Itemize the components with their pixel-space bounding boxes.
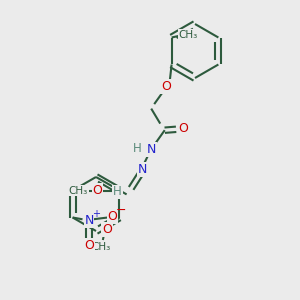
Text: CH₃: CH₃	[92, 242, 111, 253]
Text: N: N	[147, 143, 156, 156]
Text: O: O	[161, 80, 171, 93]
Text: O: O	[84, 238, 94, 252]
Text: O: O	[178, 122, 188, 135]
Text: O: O	[102, 223, 112, 236]
Text: O: O	[108, 210, 118, 224]
Text: N: N	[138, 163, 147, 176]
Text: H: H	[133, 142, 142, 155]
Text: CH₃: CH₃	[178, 29, 198, 40]
Text: −: −	[116, 204, 126, 218]
Text: N: N	[84, 214, 94, 227]
Text: O: O	[92, 184, 102, 197]
Text: +: +	[92, 209, 100, 219]
Text: H: H	[113, 185, 122, 199]
Text: CH₃: CH₃	[69, 185, 88, 196]
